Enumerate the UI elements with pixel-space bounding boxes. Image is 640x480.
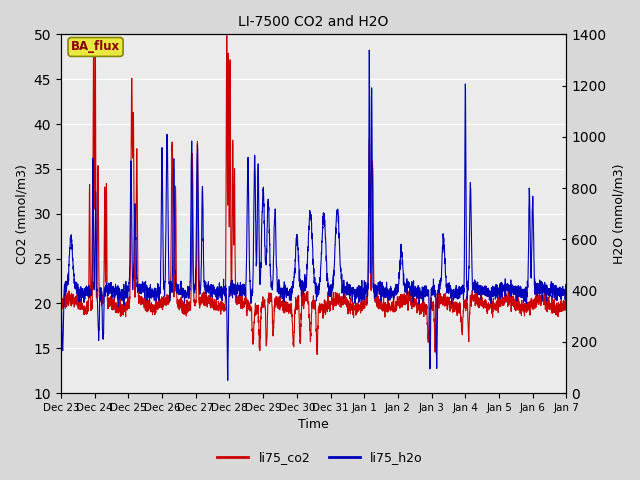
Y-axis label: H2O (mmol/m3): H2O (mmol/m3) [612, 164, 625, 264]
X-axis label: Time: Time [298, 419, 329, 432]
li75_co2 [115, 310, 122, 316]
Y-axis label: CO2 (mmol/m3): CO2 (mmol/m3) [15, 164, 28, 264]
li75_co2 [314, 351, 321, 357]
li75_h2o [273, 266, 281, 272]
li75_h2o [145, 293, 152, 299]
li75_co2 [145, 308, 152, 313]
Line: li75_h2o: li75_h2o [61, 50, 566, 380]
li75_co2 [553, 304, 561, 310]
li75_h2o [499, 280, 506, 286]
li75_h2o [563, 281, 570, 287]
li75_h2o [57, 284, 65, 290]
li75_co2 [499, 302, 506, 308]
li75_h2o [224, 377, 232, 383]
li75_h2o [365, 48, 373, 53]
li75_co2 [563, 300, 570, 306]
li75_co2 [57, 294, 65, 300]
Legend: li75_co2, li75_h2o: li75_co2, li75_h2o [212, 446, 428, 469]
Title: LI-7500 CO2 and H2O: LI-7500 CO2 and H2O [239, 15, 389, 29]
Line: li75_co2: li75_co2 [61, 36, 566, 354]
li75_co2 [251, 308, 259, 314]
li75_h2o [115, 293, 122, 299]
Text: BA_flux: BA_flux [71, 40, 120, 53]
li75_h2o [251, 160, 259, 166]
li75_co2 [273, 294, 281, 300]
li75_co2 [223, 33, 230, 38]
li75_h2o [553, 298, 561, 303]
